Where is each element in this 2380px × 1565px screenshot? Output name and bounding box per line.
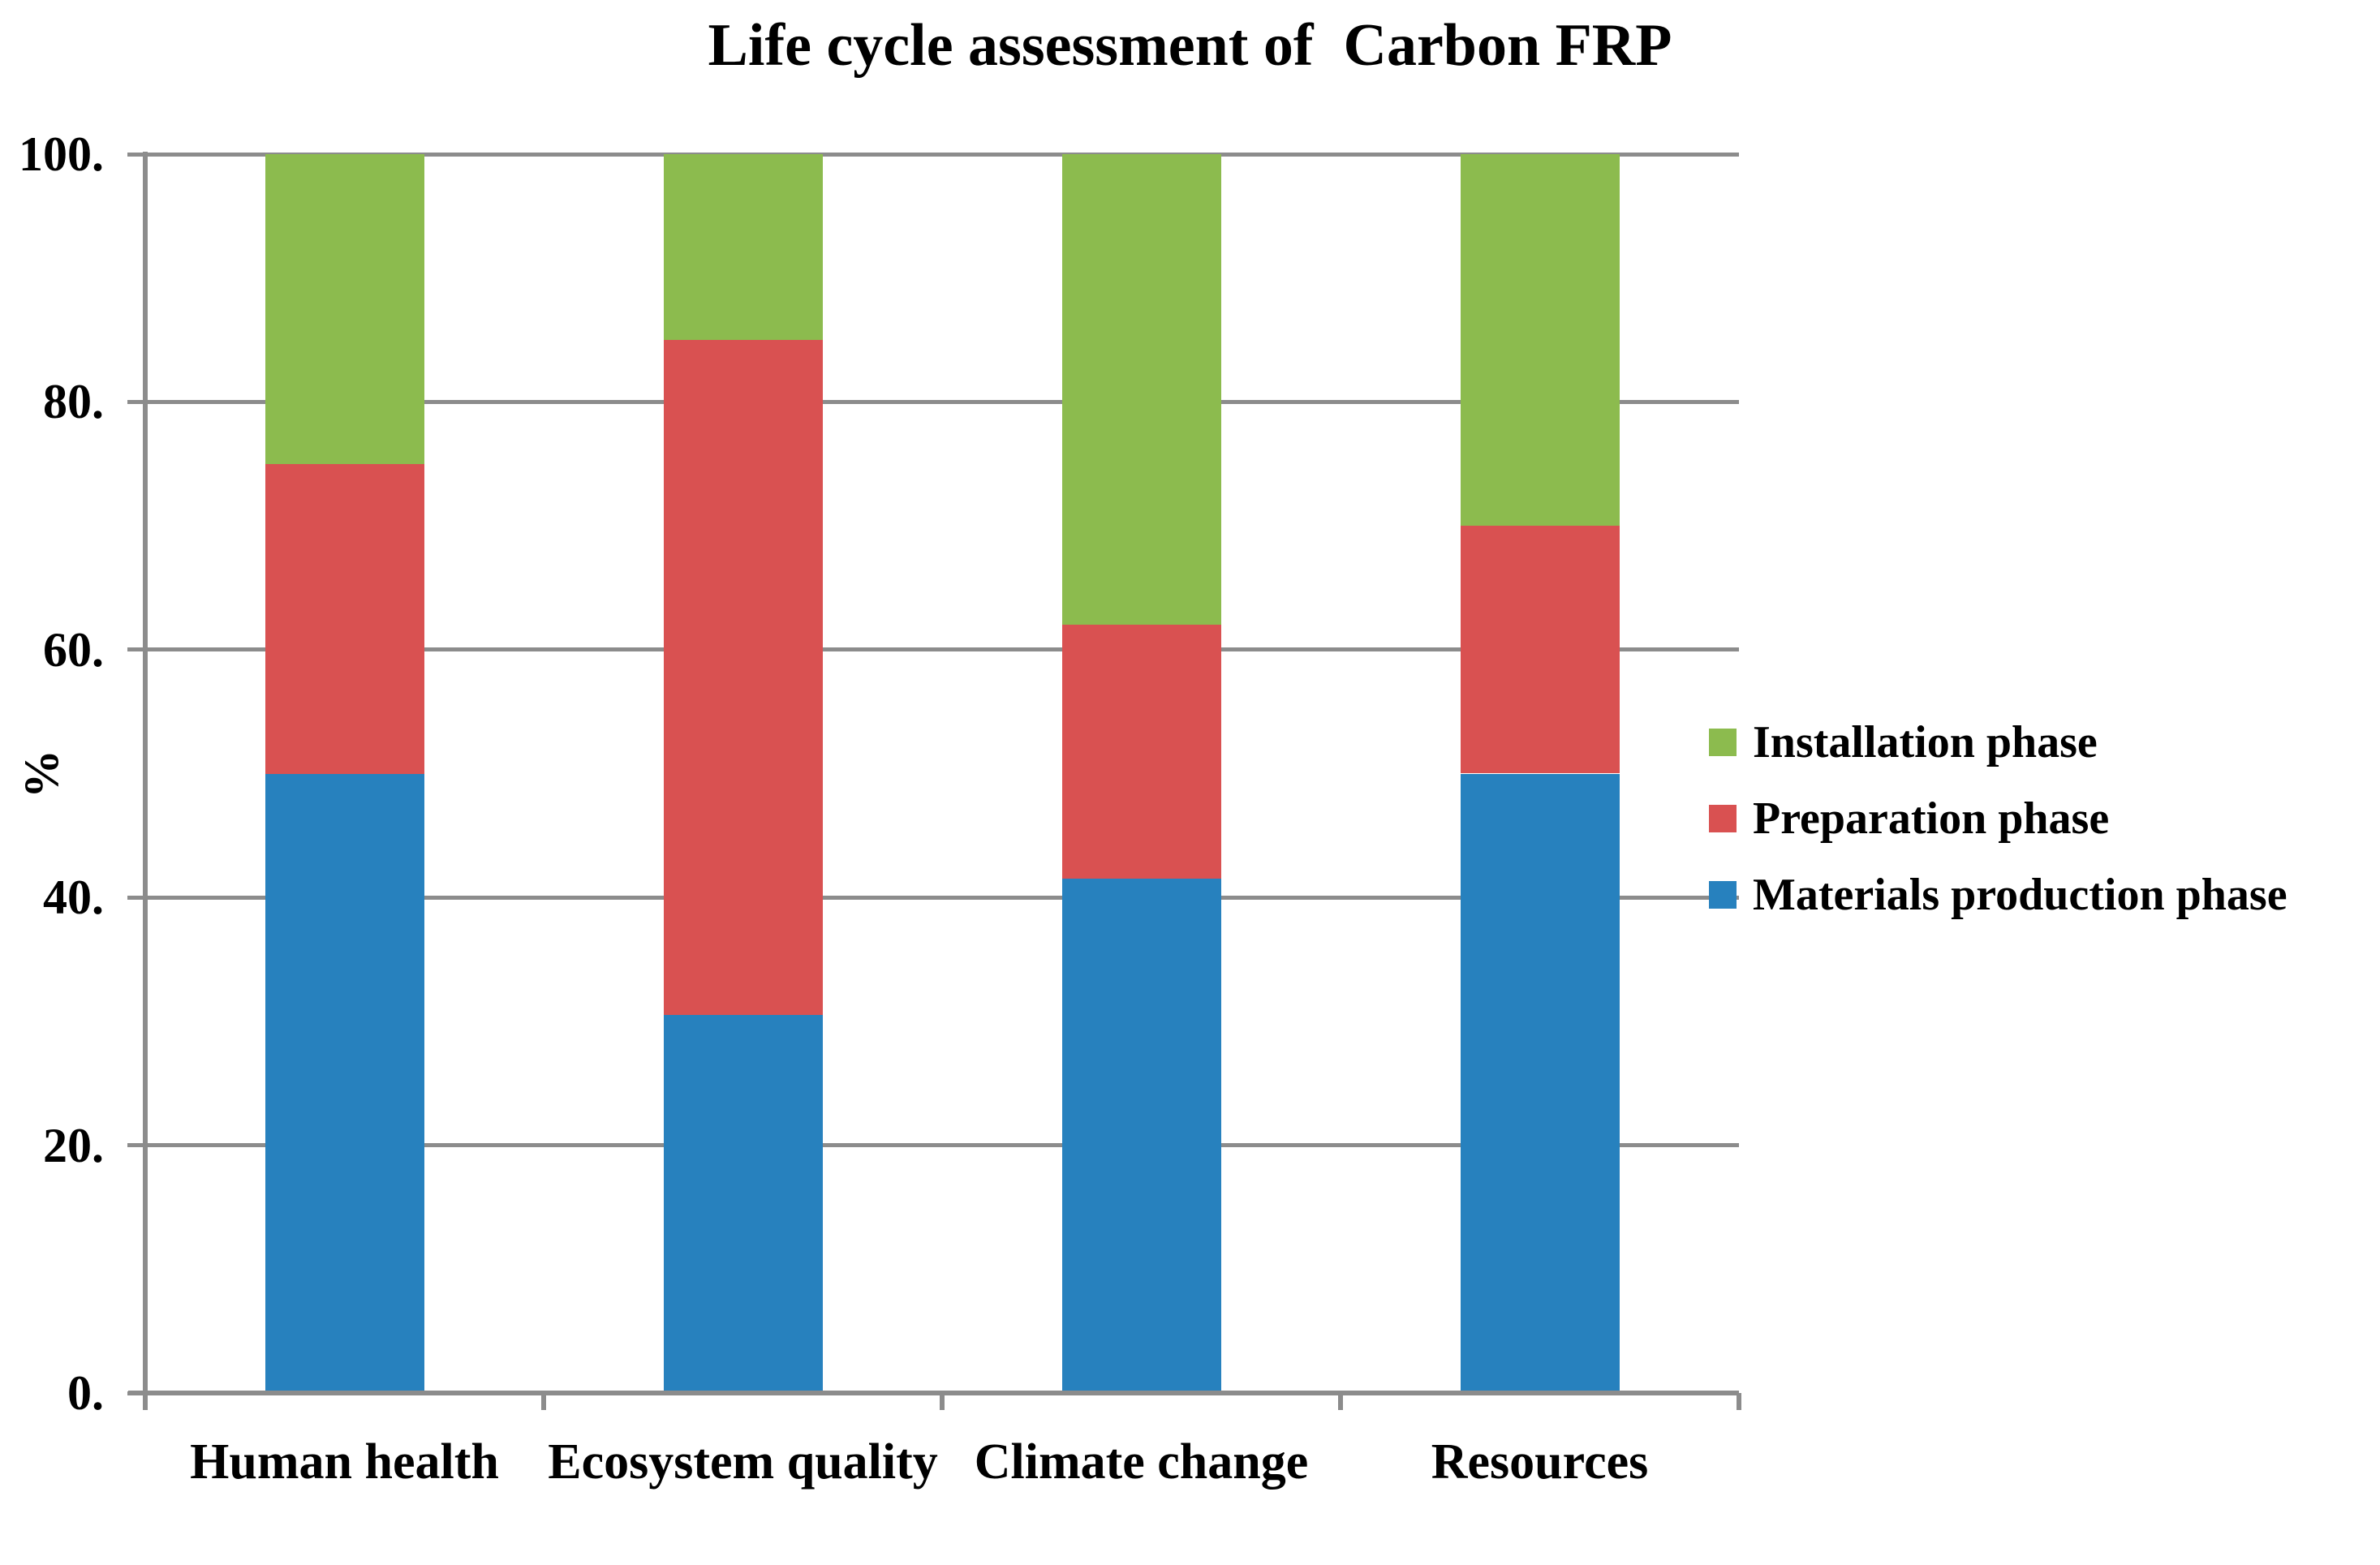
x-axis-tick <box>940 1393 945 1410</box>
category-label: Climate change <box>974 1434 1309 1490</box>
x-axis-line <box>128 1391 1739 1395</box>
bar-segment <box>663 340 823 1016</box>
x-axis-tick <box>1338 1393 1343 1410</box>
bar-segment <box>1061 625 1221 879</box>
y-tick-label: 20. <box>43 1118 104 1172</box>
y-axis-tick <box>127 647 145 652</box>
gridline <box>145 399 1739 404</box>
y-axis-tick <box>127 895 145 900</box>
legend-swatch <box>1709 805 1737 832</box>
y-axis-tick <box>127 1143 145 1148</box>
bar-segment <box>1061 154 1221 626</box>
legend-item: Preparation phase <box>1709 780 2287 857</box>
y-tick-label: 40. <box>43 871 104 925</box>
y-axis-tick <box>127 399 145 404</box>
y-tick-label: 0. <box>67 1366 104 1420</box>
gridline <box>145 647 1739 652</box>
y-tick-label: 60. <box>43 622 104 677</box>
y-tick-label: 80. <box>43 375 104 429</box>
y-tick-label: 100. <box>19 127 104 181</box>
bar-segment <box>1460 773 1620 1393</box>
chart-title: Life cycle assessment of Carbon FRP <box>708 12 1672 79</box>
legend-item: Materials production phase <box>1709 857 2287 933</box>
category-label: Resources <box>1431 1434 1649 1490</box>
gridline <box>145 895 1739 900</box>
bar-segment <box>265 773 424 1393</box>
category-label: Human health <box>190 1434 499 1490</box>
bar-segment <box>1460 526 1620 774</box>
legend-swatch <box>1709 881 1737 909</box>
gridline <box>145 152 1739 157</box>
bar-segment <box>663 1015 823 1393</box>
legend: Installation phase Preparation phase Mater… <box>1709 704 2287 933</box>
bar-segment <box>265 463 424 774</box>
x-axis-tick <box>541 1393 546 1410</box>
bar-segment <box>1061 879 1221 1393</box>
bar-segment <box>265 154 424 464</box>
legend-label: Installation phase <box>1753 717 2098 767</box>
y-axis-line <box>143 152 148 1410</box>
legend-label: Preparation phase <box>1753 793 2110 844</box>
y-axis-label: % <box>15 750 68 798</box>
x-axis-tick <box>1737 1393 1741 1410</box>
bar-segment <box>663 154 823 341</box>
legend-label: Materials production phase <box>1753 870 2287 920</box>
gridline <box>145 1143 1739 1148</box>
category-label: Ecosystem quality <box>548 1434 938 1490</box>
legend-swatch <box>1709 729 1737 756</box>
legend-item: Installation phase <box>1709 704 2287 780</box>
x-axis-tick <box>143 1393 148 1410</box>
y-axis-tick <box>127 152 145 157</box>
bar-segment <box>1460 154 1620 527</box>
